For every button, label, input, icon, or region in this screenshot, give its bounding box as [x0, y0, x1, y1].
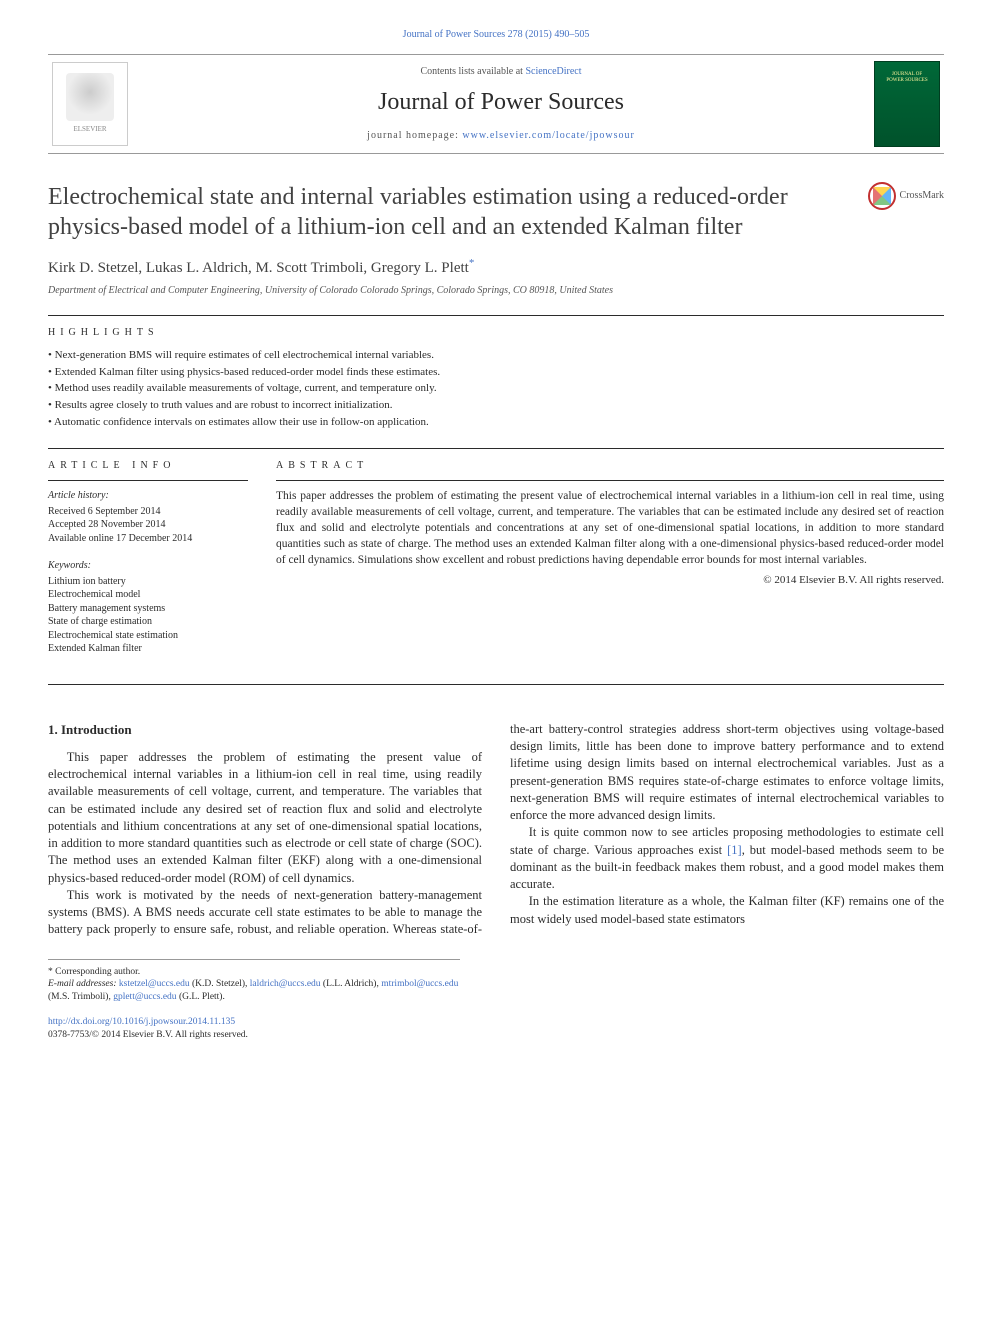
- citation-link-1[interactable]: [1]: [727, 843, 742, 857]
- keyword: Extended Kalman filter: [48, 642, 248, 656]
- email-link[interactable]: gplett@uccs.edu: [113, 992, 176, 1002]
- intro-paragraph-3: It is quite common now to see articles p…: [510, 824, 944, 893]
- email-link[interactable]: kstetzel@uccs.edu: [119, 979, 190, 989]
- corresponding-marker: *: [469, 257, 475, 269]
- keywords-heading: Keywords:: [48, 559, 248, 573]
- crossmark-label: CrossMark: [900, 189, 944, 203]
- article-info-label: ARTICLE INFO: [48, 459, 248, 473]
- highlight-item: Method uses readily available measuremen…: [48, 381, 944, 396]
- elsevier-logo-text: ELSEVIER: [73, 125, 106, 134]
- journal-cover-thumbnail: JOURNAL OF POWER SOURCES: [874, 61, 940, 147]
- corresponding-author-note: * Corresponding author.: [48, 966, 460, 979]
- highlights-label: HIGHLIGHTS: [48, 326, 944, 340]
- keyword: State of charge estimation: [48, 615, 248, 629]
- journal-homepage-link[interactable]: www.elsevier.com/locate/jpowsour: [462, 130, 634, 141]
- crossmark-icon: [868, 182, 896, 210]
- history-line: Accepted 28 November 2014: [48, 518, 248, 532]
- highlight-item: Results agree closely to truth values an…: [48, 398, 944, 413]
- journal-homepage-line: journal homepage: www.elsevier.com/locat…: [128, 129, 874, 143]
- abstract-text: This paper addresses the problem of esti…: [276, 489, 944, 568]
- email-addresses-line: E-mail addresses: kstetzel@uccs.edu (K.D…: [48, 978, 460, 1004]
- highlight-item: Next-generation BMS will require estimat…: [48, 348, 944, 363]
- journal-header: ELSEVIER Contents lists available at Sci…: [48, 54, 944, 154]
- keyword: Battery management systems: [48, 602, 248, 616]
- email-link[interactable]: mtrimbol@uccs.edu: [381, 979, 458, 989]
- abstract-copyright: © 2014 Elsevier B.V. All rights reserved…: [276, 573, 944, 588]
- intro-heading: 1. Introduction: [48, 721, 482, 739]
- sciencedirect-link[interactable]: ScienceDirect: [525, 66, 581, 77]
- emails-label: E-mail addresses:: [48, 979, 117, 989]
- highlights-list: Next-generation BMS will require estimat…: [48, 348, 944, 430]
- affiliation: Department of Electrical and Computer En…: [48, 284, 944, 298]
- intro-paragraph-1: This paper addresses the problem of esti…: [48, 749, 482, 887]
- divider: [48, 448, 944, 449]
- email-name: (K.D. Stetzel): [192, 979, 245, 989]
- keyword: Electrochemical model: [48, 588, 248, 602]
- highlight-item: Automatic confidence intervals on estima…: [48, 415, 944, 430]
- abstract-label: ABSTRACT: [276, 459, 944, 473]
- history-line: Available online 17 December 2014: [48, 532, 248, 546]
- header-citation: Journal of Power Sources 278 (2015) 490–…: [48, 28, 944, 42]
- keywords-block: Keywords: Lithium ion battery Electroche…: [48, 559, 248, 656]
- contents-prefix: Contents lists available at: [420, 66, 525, 77]
- highlight-item: Extended Kalman filter using physics-bas…: [48, 365, 944, 380]
- email-name: (M.S. Trimboli): [48, 992, 108, 1002]
- cover-text-top: JOURNAL OF: [892, 72, 922, 79]
- body-text-columns: 1. Introduction This paper addresses the…: [48, 721, 944, 939]
- contents-available-line: Contents lists available at ScienceDirec…: [128, 65, 874, 79]
- article-title: Electrochemical state and internal varia…: [48, 182, 848, 242]
- intro-paragraph-4: In the estimation literature as a whole,…: [510, 893, 944, 928]
- cover-text-main: POWER SOURCES: [886, 78, 927, 85]
- elsevier-logo: ELSEVIER: [52, 62, 128, 146]
- header-center: Contents lists available at ScienceDirec…: [128, 65, 874, 142]
- issn-copyright: 0378-7753/© 2014 Elsevier B.V. All right…: [48, 1030, 248, 1040]
- keyword: Electrochemical state estimation: [48, 629, 248, 643]
- authors-text: Kirk D. Stetzel, Lukas L. Aldrich, M. Sc…: [48, 260, 469, 276]
- homepage-prefix: journal homepage:: [367, 130, 462, 141]
- crossmark-badge[interactable]: CrossMark: [868, 182, 944, 210]
- article-info-column: ARTICLE INFO Article history: Received 6…: [48, 459, 248, 670]
- email-name: (L.L. Aldrich): [323, 979, 377, 989]
- keyword: Lithium ion battery: [48, 575, 248, 589]
- history-line: Received 6 September 2014: [48, 505, 248, 519]
- history-heading: Article history:: [48, 489, 248, 503]
- bottom-doi-block: http://dx.doi.org/10.1016/j.jpowsour.201…: [48, 1016, 944, 1042]
- journal-title: Journal of Power Sources: [128, 86, 874, 118]
- authors-line: Kirk D. Stetzel, Lukas L. Aldrich, M. Sc…: [48, 256, 944, 278]
- divider: [48, 315, 944, 316]
- email-link[interactable]: laldrich@uccs.edu: [250, 979, 321, 989]
- footnotes-block: * Corresponding author. E-mail addresses…: [48, 959, 460, 1004]
- elsevier-tree-icon: [66, 73, 114, 121]
- email-name: (G.L. Plett).: [179, 992, 225, 1002]
- highlights-block: Next-generation BMS will require estimat…: [48, 348, 944, 430]
- article-history: Article history: Received 6 September 20…: [48, 489, 248, 545]
- abstract-column: ABSTRACT This paper addresses the proble…: [276, 459, 944, 670]
- doi-link[interactable]: http://dx.doi.org/10.1016/j.jpowsour.201…: [48, 1017, 235, 1027]
